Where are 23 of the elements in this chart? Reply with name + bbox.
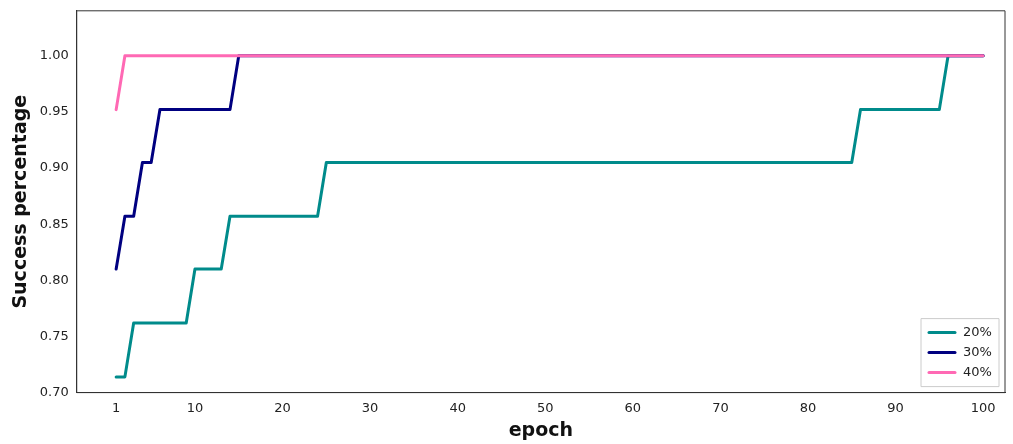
x-axis-title: epoch [508, 417, 574, 440]
y-tick-label: 0.85 [39, 215, 69, 231]
y-axis-title: Success percentage [8, 94, 31, 309]
x-tick-label: 40 [449, 399, 466, 415]
y-tick-label: 0.80 [39, 271, 69, 287]
x-tick-label: 60 [624, 399, 642, 415]
y-tick-label: 0.70 [39, 383, 69, 399]
x-tick-label: 90 [887, 399, 904, 415]
x-tick-label: 30 [361, 399, 379, 415]
x-tick-label: 50 [536, 399, 554, 415]
legend-label: 20% [963, 323, 992, 339]
x-tick-label: 80 [799, 399, 817, 415]
legend-label: 40% [963, 363, 992, 379]
y-tick-label: 1.00 [39, 47, 69, 63]
y-tick-label: 0.90 [39, 159, 69, 175]
legend-label: 30% [963, 343, 992, 359]
y-tick-label: 0.75 [39, 327, 69, 343]
x-tick-label: 10 [186, 399, 204, 415]
x-tick-label: 1 [112, 399, 121, 415]
x-tick-label: 20 [274, 399, 291, 415]
y-tick-label: 0.95 [39, 103, 69, 119]
x-tick-label: 100 [970, 399, 996, 415]
x-tick-label: 70 [712, 399, 729, 415]
